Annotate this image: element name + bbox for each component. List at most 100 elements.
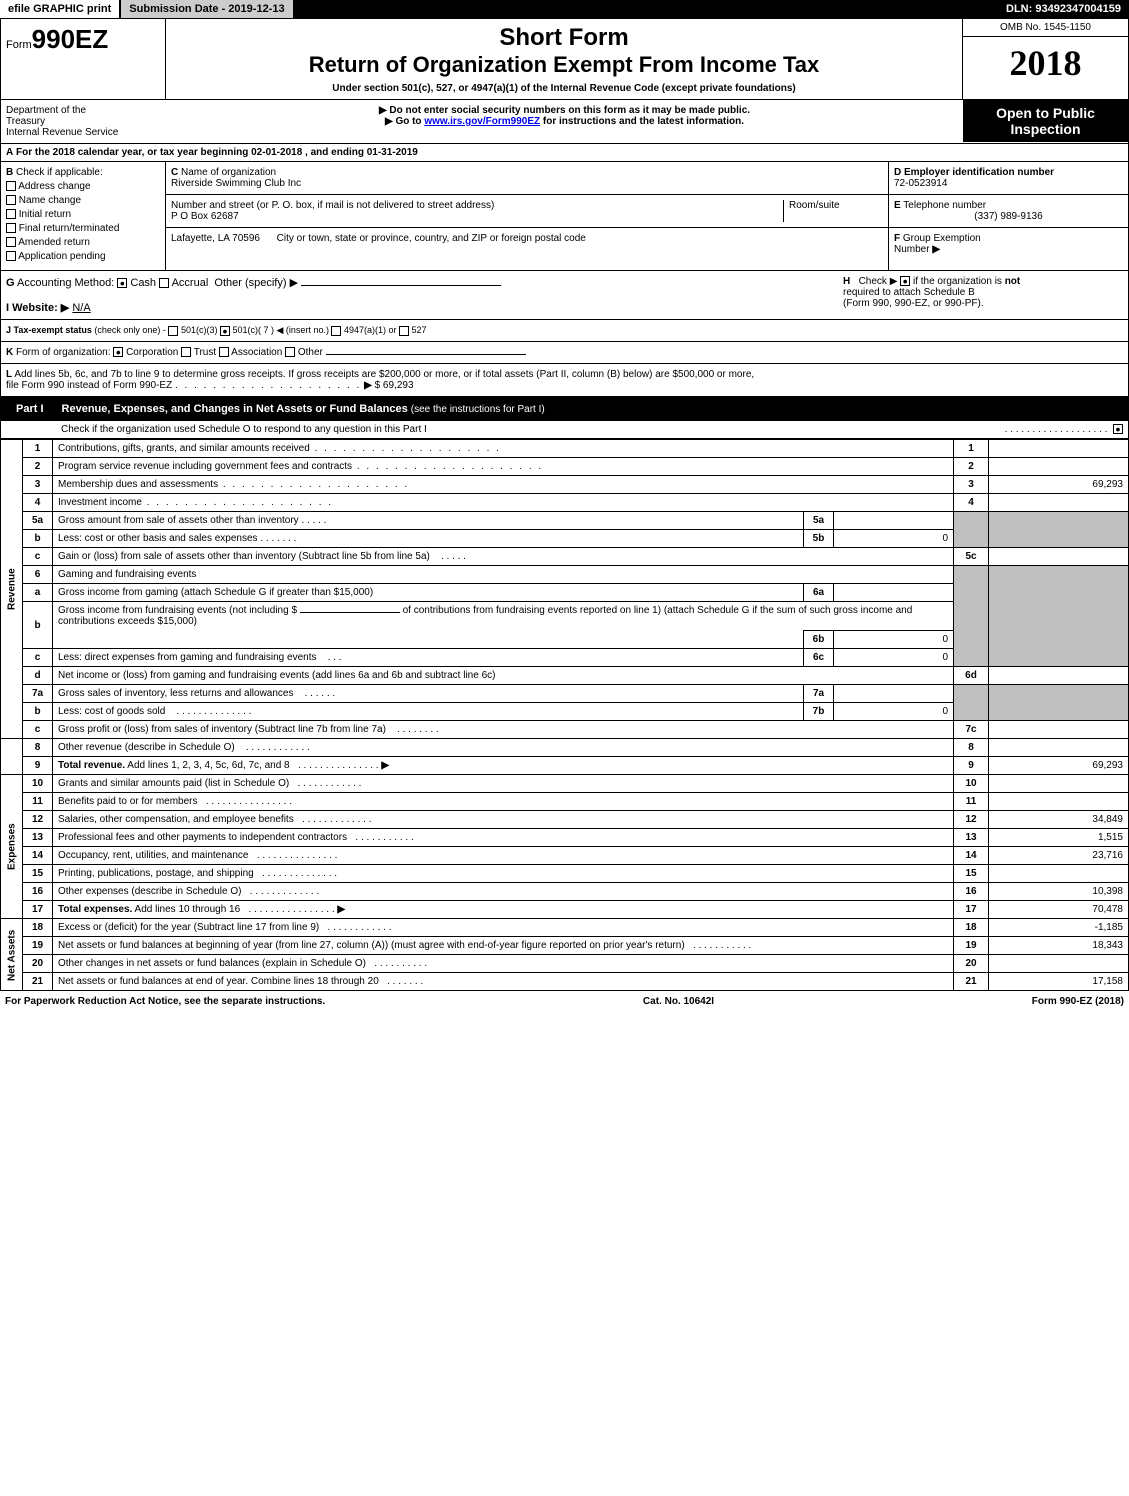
line-18-amtnum: 18 — [954, 919, 989, 937]
line-9-amtnum: 9 — [954, 757, 989, 775]
j-4947-checkbox[interactable] — [331, 326, 341, 336]
check-application-pending[interactable]: Application pending — [6, 251, 160, 262]
line-15-desc: Printing, publications, postage, and shi… — [58, 868, 254, 879]
form-prefix: Form — [6, 39, 32, 51]
section-f-label: F — [894, 233, 900, 244]
line-3-num: 3 — [23, 476, 53, 494]
section-h: H Check ▶ if the organization is not req… — [843, 276, 1123, 314]
line-6b-num: b — [23, 602, 53, 649]
table-row: Expenses 10 Grants and similar amounts p… — [1, 775, 1129, 793]
line-7c-num: c — [23, 721, 53, 739]
city-heading: City or town, state or province, country… — [277, 233, 586, 244]
check-address-change[interactable]: Address change — [6, 181, 160, 192]
treasury: Treasury — [6, 116, 45, 127]
table-row: 3 Membership dues and assessments 3 69,2… — [1, 476, 1129, 494]
website-value: N/A — [72, 302, 90, 314]
line-16-amtnum: 16 — [954, 883, 989, 901]
h-if-text: if the organization is — [913, 276, 1005, 287]
line-9-amt: 69,293 — [989, 757, 1129, 775]
check-amended-return[interactable]: Amended return — [6, 237, 160, 248]
tax-year: 2018 — [963, 37, 1128, 89]
table-row: 17 Total expenses. Add lines 10 through … — [1, 901, 1129, 919]
section-d-label: D — [894, 167, 901, 178]
line-6-num: 6 — [23, 566, 53, 584]
line-1-desc: Contributions, gifts, grants, and simila… — [58, 443, 310, 454]
line-4-amtnum: 4 — [954, 494, 989, 512]
line-7a-num: 7a — [23, 685, 53, 703]
line-10-num: 10 — [23, 775, 53, 793]
line-8-amtnum: 8 — [954, 739, 989, 757]
line-17-amtnum: 17 — [954, 901, 989, 919]
line-11-desc: Benefits paid to or for members — [58, 796, 198, 807]
line-7c-amtnum: 7c — [954, 721, 989, 739]
j-527-checkbox[interactable] — [399, 326, 409, 336]
line-6a-subval — [834, 584, 954, 602]
line-19-amt: 18,343 — [989, 937, 1129, 955]
line-15-amt — [989, 865, 1129, 883]
short-form-label: Short Form — [171, 24, 957, 52]
line-20-amt — [989, 955, 1129, 973]
line-14-amtnum: 14 — [954, 847, 989, 865]
line-5a-num: 5a — [23, 512, 53, 530]
form-number-box: Form990EZ — [1, 19, 166, 99]
line-6b-desc-pre: Gross income from fundraising events (no… — [58, 605, 300, 616]
table-row: 8 Other revenue (describe in Schedule O)… — [1, 739, 1129, 757]
line-5c-num: c — [23, 548, 53, 566]
org-city: Lafayette, LA 70596 — [171, 233, 260, 244]
line-6c-subval: 0 — [834, 649, 954, 667]
irs-link[interactable]: www.irs.gov/Form990EZ — [424, 116, 540, 127]
line-2-amtnum: 2 — [954, 458, 989, 476]
line-9-desc: Total revenue. — [58, 760, 125, 771]
line-19-num: 19 — [23, 937, 53, 955]
line-5c-amtnum: 5c — [954, 548, 989, 566]
section-c: C Name of organization Riverside Swimmin… — [166, 162, 888, 270]
table-row: 16 Other expenses (describe in Schedule … — [1, 883, 1129, 901]
j-501c-checkbox[interactable] — [220, 326, 230, 336]
cash-checkbox[interactable] — [117, 278, 127, 288]
line-17-num: 17 — [23, 901, 53, 919]
k-corp-checkbox[interactable] — [113, 347, 123, 357]
end-date: 01-31-2019 — [367, 147, 418, 158]
line-7a-desc: Gross sales of inventory, less returns a… — [58, 688, 293, 699]
section-l: L Add lines 5b, 6c, and 7b to line 9 to … — [0, 364, 1129, 397]
table-row: d Net income or (loss) from gaming and f… — [1, 667, 1129, 685]
check-final-return[interactable]: Final return/terminated — [6, 223, 160, 234]
section-f-heading2: Number — [894, 244, 930, 255]
k-trust-checkbox[interactable] — [181, 347, 191, 357]
line-21-amtnum: 21 — [954, 973, 989, 991]
ein-col: D Employer identification number 72-0523… — [888, 162, 1128, 270]
l-arrow: ▶ — [364, 380, 372, 391]
table-row: 4 Investment income 4 — [1, 494, 1129, 512]
h-req-text: required to attach Schedule B — [843, 287, 975, 298]
line-5b-subval: 0 — [834, 530, 954, 548]
schedule-o-checkbox[interactable] — [1113, 424, 1123, 434]
j-501c3-checkbox[interactable] — [168, 326, 178, 336]
section-k: K Form of organization: Corporation Trus… — [0, 342, 1129, 364]
section-b-heading: Check if applicable: — [16, 167, 103, 178]
line-21-desc: Net assets or fund balances at end of ye… — [58, 976, 379, 987]
org-address: P O Box 62687 — [171, 211, 239, 222]
h-checkbox[interactable] — [900, 276, 910, 286]
line-15-num: 15 — [23, 865, 53, 883]
line-20-desc: Other changes in net assets or fund bala… — [58, 958, 366, 969]
line-7b-subval: 0 — [834, 703, 954, 721]
line-4-num: 4 — [23, 494, 53, 512]
line-5c-desc: Gain or (loss) from sale of assets other… — [58, 551, 430, 562]
netassets-vert-label: Net Assets — [1, 919, 23, 991]
section-a: A For the 2018 calendar year, or tax yea… — [0, 144, 1129, 162]
line-18-amt: -1,185 — [989, 919, 1129, 937]
k-assoc-checkbox[interactable] — [219, 347, 229, 357]
line-6b-subnum: 6b — [804, 631, 834, 649]
part1-check-row: Check if the organization used Schedule … — [0, 421, 1129, 439]
check-initial-return[interactable]: Initial return — [6, 209, 160, 220]
check-name-change[interactable]: Name change — [6, 195, 160, 206]
line-14-desc: Occupancy, rent, utilities, and maintena… — [58, 850, 248, 861]
k-other-checkbox[interactable] — [285, 347, 295, 357]
section-h-label: H — [843, 276, 850, 287]
line-1-amt — [989, 440, 1129, 458]
line-8-num: 8 — [23, 739, 53, 757]
efile-print-button[interactable]: efile GRAPHIC print — [0, 0, 121, 18]
line-19-desc: Net assets or fund balances at beginning… — [58, 940, 685, 951]
accrual-checkbox[interactable] — [159, 278, 169, 288]
line-3-amt: 69,293 — [989, 476, 1129, 494]
